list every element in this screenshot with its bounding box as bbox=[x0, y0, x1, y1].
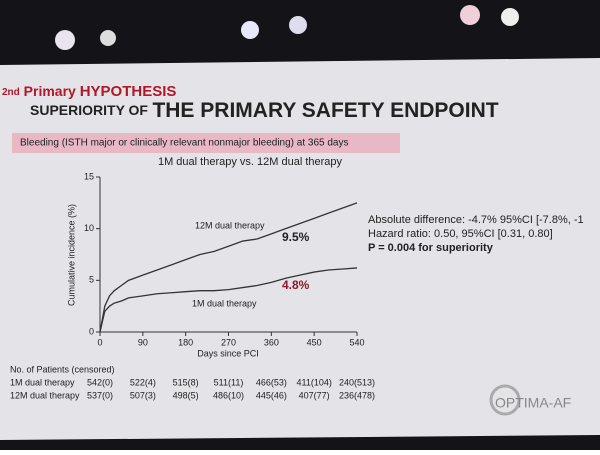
risk-cell: 522(4) bbox=[130, 377, 156, 387]
header-line1: 2nd Primary HYPOTHESIS bbox=[2, 83, 176, 100]
stat-line: Absolute difference: -4.7% 95%CI [-7.8%,… bbox=[368, 214, 584, 226]
logo: OPTIMA-AF bbox=[495, 395, 571, 411]
risk-cell: 542(0) bbox=[87, 377, 113, 387]
x-tick-label: 270 bbox=[221, 337, 236, 347]
risk-cell: 498(5) bbox=[173, 390, 199, 400]
risk-cell: 507(3) bbox=[130, 390, 156, 400]
risk-cell: 445(46) bbox=[256, 390, 287, 400]
risk-cell: 411(104) bbox=[296, 377, 331, 387]
stage-light bbox=[55, 30, 75, 50]
risk-cell: 511(11) bbox=[214, 377, 244, 387]
banner: Bleeding (ISTH major or clinically relev… bbox=[20, 138, 349, 149]
stage-light bbox=[460, 5, 480, 25]
annotation: 9.5% bbox=[282, 230, 310, 244]
risk-cell: 537(0) bbox=[87, 390, 113, 400]
stage-light bbox=[100, 30, 116, 46]
y-axis-label: Cumulative incidence (%) bbox=[66, 204, 76, 306]
y-tick-label: 15 bbox=[84, 171, 94, 181]
stage-light bbox=[241, 21, 259, 39]
x-tick-label: 540 bbox=[349, 337, 364, 347]
header-word: SUPERIORITY OF bbox=[30, 102, 148, 118]
series-label: 12M dual therapy bbox=[195, 220, 265, 230]
y-tick-label: 5 bbox=[89, 275, 94, 285]
y-tick-label: 10 bbox=[84, 223, 94, 233]
header-line2: SUPERIORITY OF THE PRIMARY SAFETY ENDPOI… bbox=[30, 99, 499, 122]
risk-cell: 515(8) bbox=[173, 377, 199, 387]
risk-row-label: 1M dual therapy bbox=[10, 377, 75, 387]
logo-mark bbox=[489, 384, 521, 416]
chart-title: 1M dual therapy vs. 12M dual therapy bbox=[158, 156, 343, 168]
header-word: HYPOTHESIS bbox=[80, 83, 177, 100]
x-tick-label: 360 bbox=[264, 337, 279, 347]
series-line bbox=[99, 267, 358, 333]
risk-cell: 486(10) bbox=[213, 390, 244, 400]
stat-line: P = 0.004 for superiority bbox=[368, 242, 494, 254]
stage-light bbox=[289, 16, 307, 34]
risk-table-title: No. of Patients (censored) bbox=[10, 364, 115, 374]
series-line bbox=[99, 202, 358, 333]
x-axis-label: Days since PCI bbox=[197, 348, 259, 358]
x-tick-label: 180 bbox=[178, 337, 193, 347]
stage-light bbox=[501, 8, 519, 26]
header-word: THE PRIMARY SAFETY ENDPOINT bbox=[152, 99, 498, 122]
y-tick-label: 0 bbox=[89, 326, 94, 336]
banner-box bbox=[12, 133, 400, 153]
stat-line: Hazard ratio: 0.50, 95%CI [0.31, 0.80] bbox=[368, 228, 553, 240]
risk-row-label: 12M dual therapy bbox=[10, 390, 80, 400]
risk-cell: 407(77) bbox=[299, 390, 330, 400]
risk-cell: 240(513) bbox=[339, 377, 375, 387]
risk-cell: 466(53) bbox=[256, 377, 287, 387]
header-word: Primary bbox=[24, 83, 76, 99]
slide bbox=[0, 58, 600, 440]
ordinal: 2nd bbox=[2, 87, 20, 98]
series-label: 1M dual therapy bbox=[192, 298, 257, 308]
risk-cell: 236(478) bbox=[339, 390, 375, 400]
x-tick-label: 450 bbox=[307, 337, 322, 347]
annotation: 4.8% bbox=[282, 278, 310, 292]
x-tick-label: 90 bbox=[138, 337, 148, 347]
x-tick-label: 0 bbox=[97, 337, 102, 347]
